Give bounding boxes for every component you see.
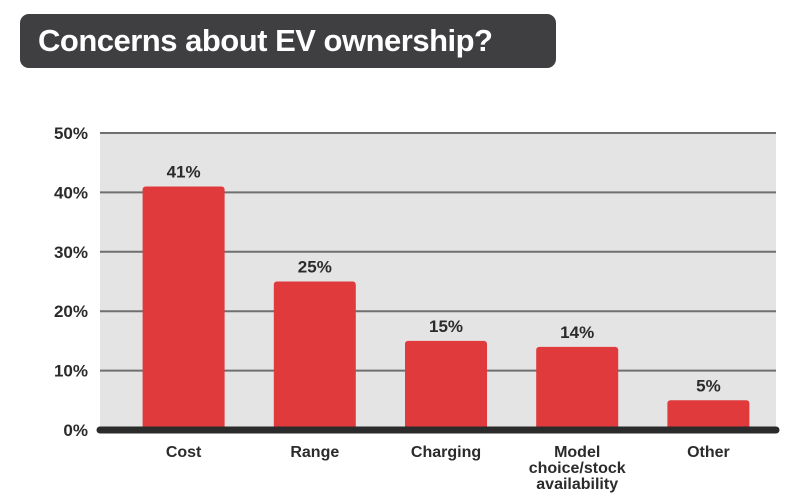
x-category-label-line: choice/stock: [529, 460, 626, 477]
x-category-label-line: availability: [536, 476, 618, 493]
chart-title-banner: Concerns about EV ownership?: [20, 14, 556, 68]
y-tick-label: 20%: [54, 302, 88, 321]
x-category-label-line: Other: [687, 444, 730, 461]
bar: [142, 186, 225, 430]
y-tick-label: 0%: [63, 421, 88, 440]
y-tick-label: 10%: [54, 362, 88, 381]
y-tick-label: 30%: [54, 243, 88, 262]
x-category-label-line: Range: [290, 444, 339, 461]
data-label: 41%: [167, 162, 201, 181]
chart-title: Concerns about EV ownership?: [38, 23, 493, 58]
data-label: 5%: [696, 376, 721, 395]
y-tick-label: 50%: [54, 124, 88, 143]
x-category-label-line: Cost: [166, 444, 202, 461]
x-category-label: Range: [290, 444, 339, 461]
bar: [273, 281, 356, 430]
x-category-label-line: Charging: [411, 444, 481, 461]
y-tick-label: 40%: [54, 183, 88, 202]
x-category-label: Charging: [411, 444, 481, 461]
data-label: 25%: [298, 258, 332, 277]
data-label: 14%: [560, 323, 594, 342]
x-category-label: Cost: [166, 444, 202, 461]
x-category-label: Model choice/stock availability: [529, 444, 626, 493]
data-label: 15%: [429, 317, 463, 336]
x-category-label: Other: [687, 444, 730, 461]
bar: [405, 340, 487, 430]
x-category-label-line: Model: [554, 444, 600, 461]
bar: [667, 400, 750, 430]
bar: [536, 346, 619, 430]
